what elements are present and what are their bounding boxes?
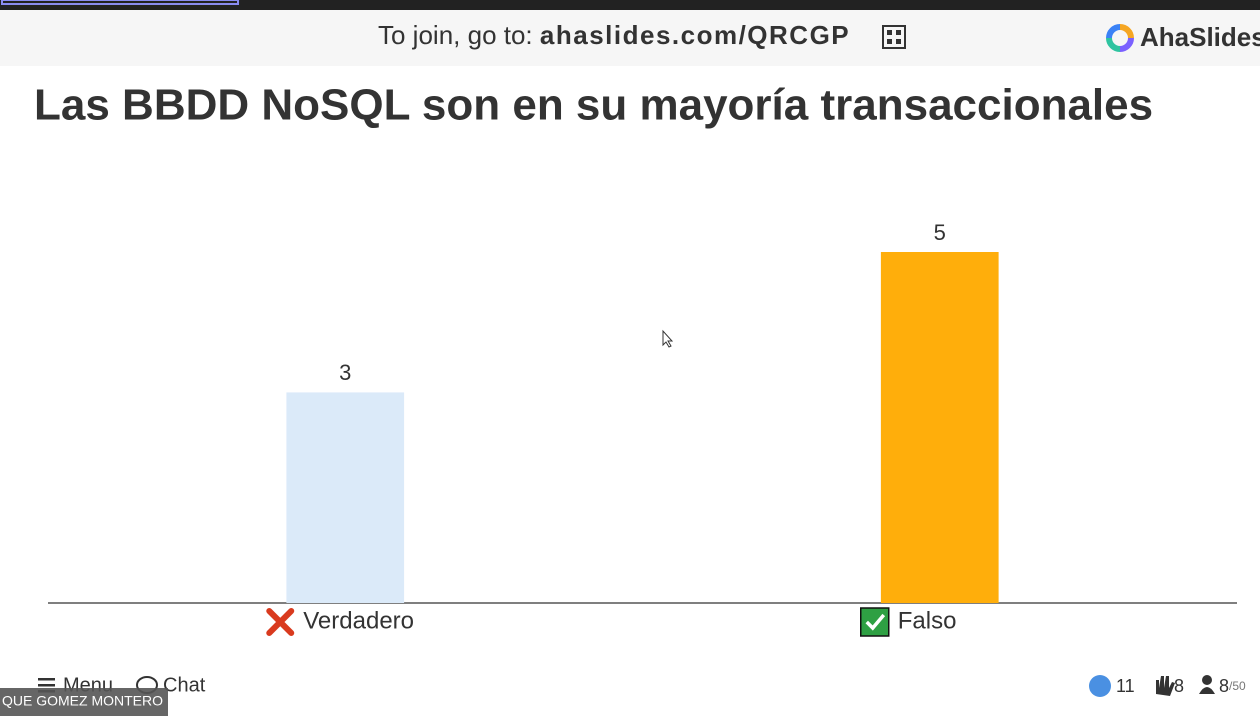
participants-count: 8/50 <box>1219 676 1246 696</box>
check-mark <box>865 613 886 631</box>
participants: 8 <box>1219 676 1229 696</box>
participants-total: /50 <box>1229 679 1246 693</box>
hands-count: 8 <box>1174 676 1184 696</box>
chat-label[interactable]: Chat <box>163 674 206 696</box>
cursor <box>662 329 674 348</box>
bar <box>880 252 999 603</box>
correct-icon <box>860 607 890 637</box>
join-prefix: To join, go to: <box>378 20 533 50</box>
chart-title: Las BBDD NoSQL son en su mayoría transac… <box>34 81 1153 130</box>
person-body <box>1199 687 1215 694</box>
like-icon[interactable] <box>1089 675 1111 697</box>
bar <box>286 392 405 603</box>
category-label: Falso <box>898 607 957 634</box>
join-url[interactable]: ahaslides.com/QRCGP <box>540 20 850 50</box>
likes-count: 11 <box>1116 676 1135 696</box>
brand-name: AhaSlides <box>1140 22 1260 52</box>
category-label: Verdadero <box>303 607 414 634</box>
value-label: 5 <box>934 220 946 245</box>
value-label: 3 <box>339 360 351 385</box>
join-bar <box>0 10 1260 66</box>
wrong-icon <box>266 608 295 636</box>
hand-icon <box>1156 676 1175 696</box>
footer: Menu Chat 11 8 8/50 <box>38 674 1246 697</box>
window-tab <box>1 0 239 5</box>
name-tag-bg <box>0 688 168 716</box>
person-icon <box>1202 675 1212 685</box>
qr-icon[interactable] <box>882 25 906 49</box>
top-bar <box>0 0 1260 10</box>
presenter-name: QUE GOMEZ MONTERO <box>2 693 163 709</box>
brand-logo <box>1106 24 1134 52</box>
join-text: To join, go to: ahaslides.com/QRCGP <box>378 20 850 50</box>
